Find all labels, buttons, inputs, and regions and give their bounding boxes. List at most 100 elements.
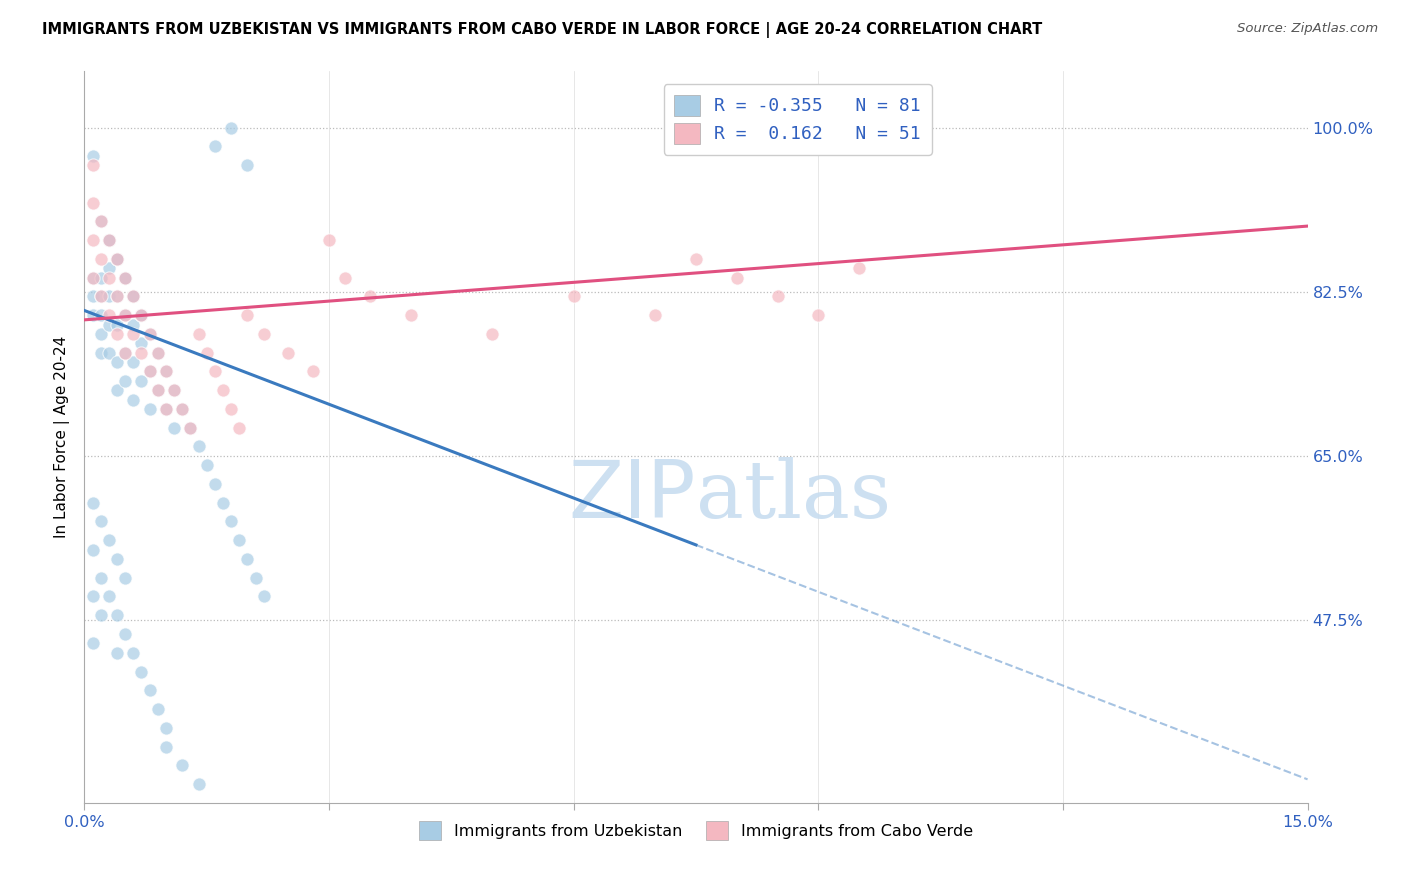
Point [146, 383, 169, 397]
Point [318, 233, 340, 247]
Point [146, 345, 169, 359]
Point [138, 364, 160, 378]
Point [114, 345, 136, 359]
Point [155, 364, 177, 378]
Point [90, 345, 112, 359]
Point [204, 477, 226, 491]
Text: atlas: atlas [696, 457, 891, 534]
Point [122, 289, 145, 303]
Point [82, 270, 104, 285]
Point [114, 308, 136, 322]
Point [131, 665, 153, 679]
Point [172, 401, 194, 416]
Point [219, 401, 242, 416]
Point [219, 515, 242, 529]
Point [399, 308, 422, 322]
Point [245, 571, 267, 585]
Point [685, 252, 707, 266]
Point [301, 364, 323, 378]
Point [163, 383, 186, 397]
Point [90, 326, 112, 341]
Point [114, 627, 136, 641]
Point [155, 721, 177, 735]
Point [219, 120, 242, 135]
Point [105, 289, 128, 303]
Point [97, 233, 120, 247]
Point [97, 345, 120, 359]
Point [82, 542, 104, 557]
Point [481, 326, 503, 341]
Point [163, 383, 186, 397]
Point [90, 308, 112, 322]
Point [131, 308, 153, 322]
Text: ZIP: ZIP [568, 457, 696, 534]
Point [90, 214, 112, 228]
Point [90, 608, 112, 623]
Point [725, 270, 748, 285]
Point [122, 392, 145, 407]
Point [82, 233, 104, 247]
Point [114, 270, 136, 285]
Point [122, 326, 145, 341]
Point [187, 440, 209, 454]
Point [163, 420, 186, 434]
Point [90, 270, 112, 285]
Point [105, 326, 128, 341]
Point [236, 308, 259, 322]
Point [97, 270, 120, 285]
Point [131, 374, 153, 388]
Point [82, 636, 104, 650]
Point [105, 252, 128, 266]
Point [146, 383, 169, 397]
Point [90, 289, 112, 303]
Point [122, 646, 145, 660]
Point [105, 252, 128, 266]
Point [114, 374, 136, 388]
Point [105, 355, 128, 369]
Point [766, 289, 789, 303]
Point [131, 308, 153, 322]
Point [131, 345, 153, 359]
Point [212, 383, 235, 397]
Point [253, 326, 276, 341]
Point [82, 149, 104, 163]
Point [138, 326, 160, 341]
Point [195, 458, 218, 473]
Point [90, 289, 112, 303]
Text: IMMIGRANTS FROM UZBEKISTAN VS IMMIGRANTS FROM CABO VERDE IN LABOR FORCE | AGE 20: IMMIGRANTS FROM UZBEKISTAN VS IMMIGRANTS… [42, 22, 1042, 38]
Point [195, 345, 218, 359]
Point [105, 383, 128, 397]
Point [122, 355, 145, 369]
Point [335, 270, 357, 285]
Point [82, 195, 104, 210]
Y-axis label: In Labor Force | Age 20-24: In Labor Force | Age 20-24 [55, 336, 70, 538]
Point [82, 308, 104, 322]
Point [114, 571, 136, 585]
Point [82, 590, 104, 604]
Point [187, 777, 209, 791]
Point [131, 336, 153, 351]
Point [172, 401, 194, 416]
Point [114, 345, 136, 359]
Point [138, 683, 160, 698]
Point [138, 401, 160, 416]
Point [359, 289, 381, 303]
Point [97, 318, 120, 332]
Point [228, 420, 250, 434]
Point [236, 552, 259, 566]
Point [105, 318, 128, 332]
Point [105, 289, 128, 303]
Point [114, 270, 136, 285]
Point [122, 318, 145, 332]
Point [82, 158, 104, 172]
Point [848, 261, 870, 276]
Point [122, 289, 145, 303]
Point [138, 364, 160, 378]
Point [146, 345, 169, 359]
Point [97, 233, 120, 247]
Point [172, 758, 194, 772]
Point [105, 646, 128, 660]
Point [204, 364, 226, 378]
Point [131, 308, 153, 322]
Point [82, 270, 104, 285]
